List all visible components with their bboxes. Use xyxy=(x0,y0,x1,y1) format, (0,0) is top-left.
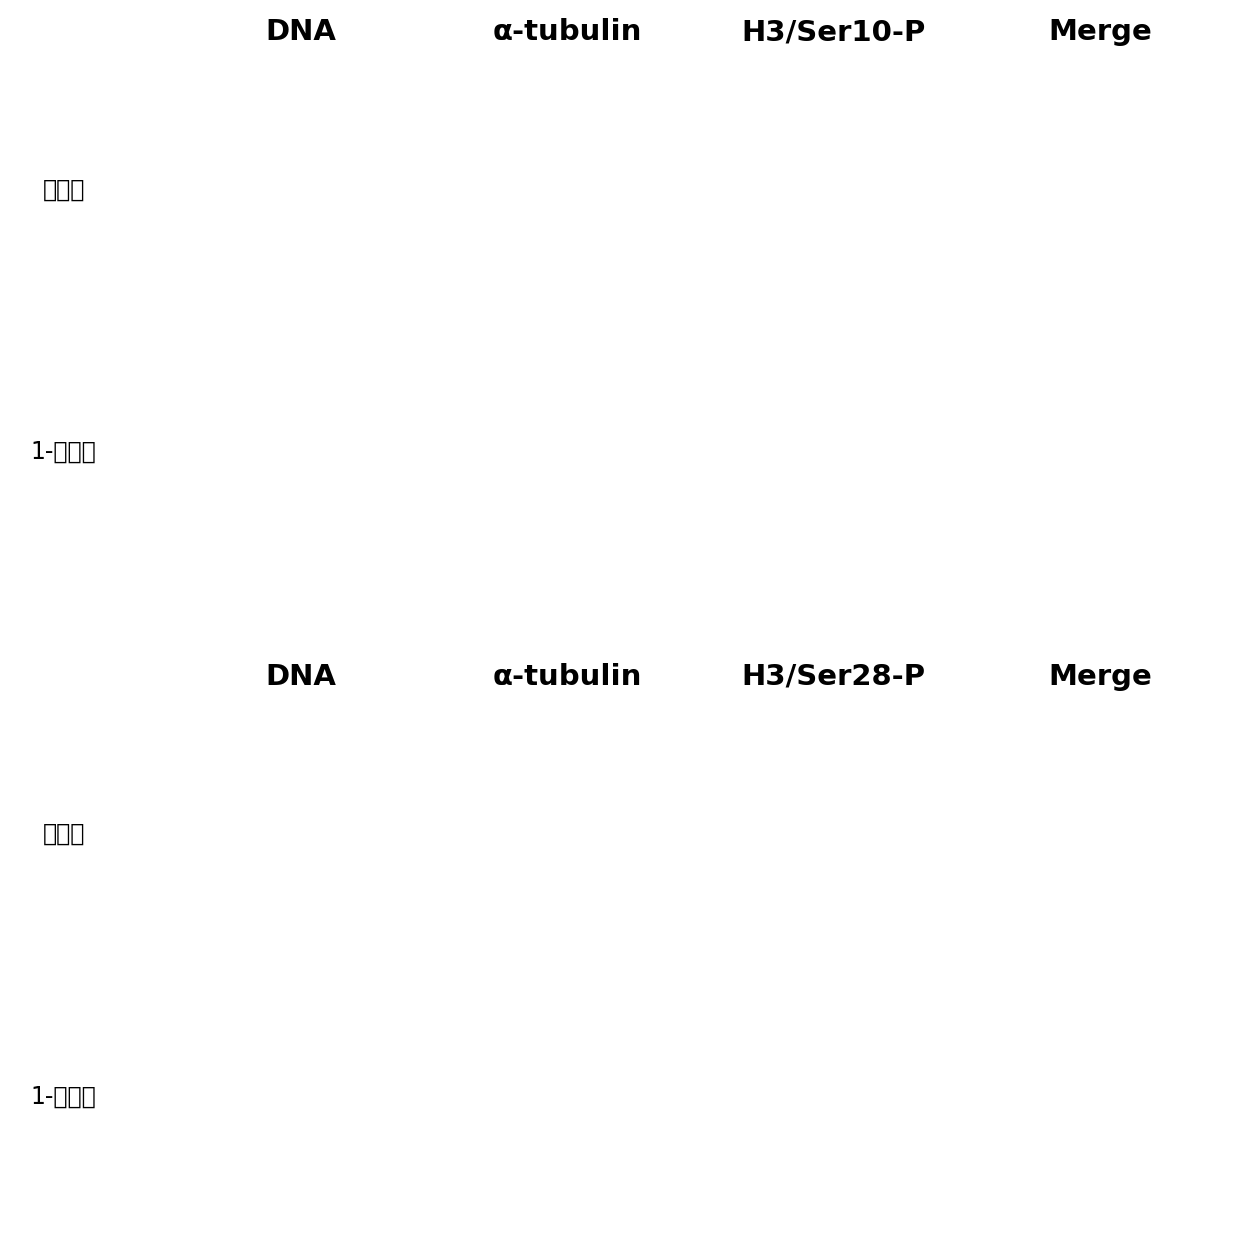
Text: 1-细胞期: 1-细胞期 xyxy=(31,1085,97,1108)
Text: DNA: DNA xyxy=(265,663,336,691)
Text: 1-细胞期: 1-细胞期 xyxy=(31,439,97,464)
Text: p: p xyxy=(192,180,207,205)
Text: 原核期: 原核期 xyxy=(42,822,84,847)
Text: H3/Ser28-P: H3/Ser28-P xyxy=(742,663,926,691)
Text: p: p xyxy=(227,157,254,184)
Text: Merge: Merge xyxy=(1049,663,1152,691)
Text: Merge: Merge xyxy=(1049,19,1152,46)
Text: 原核期: 原核期 xyxy=(42,178,84,201)
Text: α-tubulin: α-tubulin xyxy=(492,663,642,691)
Text: α-tubulin: α-tubulin xyxy=(492,19,642,46)
Text: H3/Ser10-P: H3/Ser10-P xyxy=(742,19,926,46)
Text: DNA: DNA xyxy=(265,19,336,46)
Text: m: m xyxy=(192,79,215,112)
